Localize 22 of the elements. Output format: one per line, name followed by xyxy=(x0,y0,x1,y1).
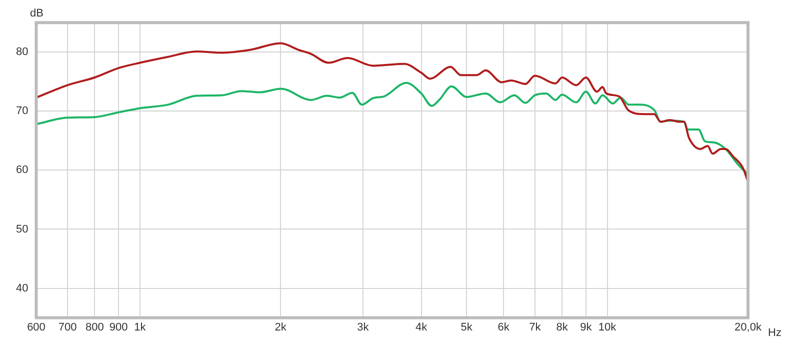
y-tick-label: 50 xyxy=(16,223,28,236)
x-tick-label: 1k xyxy=(134,321,146,334)
x-tick-label: 8k xyxy=(556,321,568,334)
y-tick-label: 60 xyxy=(16,164,28,176)
x-tick-label: 2k xyxy=(274,321,287,334)
x-tick-label: 6k xyxy=(498,321,510,334)
x-tick-label: 600 xyxy=(27,321,46,334)
x-tick-label: 700 xyxy=(58,321,77,334)
x-tick-label: 20,0k xyxy=(734,321,762,334)
x-axis-title: Hz xyxy=(768,326,782,339)
x-tick-label: 900 xyxy=(109,321,128,334)
x-tick-label: 10k xyxy=(598,321,617,334)
x-tick-label: 3k xyxy=(357,321,370,334)
y-tick-label: 80 xyxy=(16,46,28,58)
x-tick-label: 5k xyxy=(460,321,473,334)
x-tick-label: 4k xyxy=(416,321,428,334)
y-tick-label: 70 xyxy=(16,105,28,118)
y-axis-title: dB xyxy=(30,8,44,20)
x-tick-label: 9k xyxy=(580,321,592,334)
y-tick-label: 40 xyxy=(16,282,28,294)
x-tick-label: 800 xyxy=(85,321,104,334)
x-tick-label: 7k xyxy=(529,321,542,334)
